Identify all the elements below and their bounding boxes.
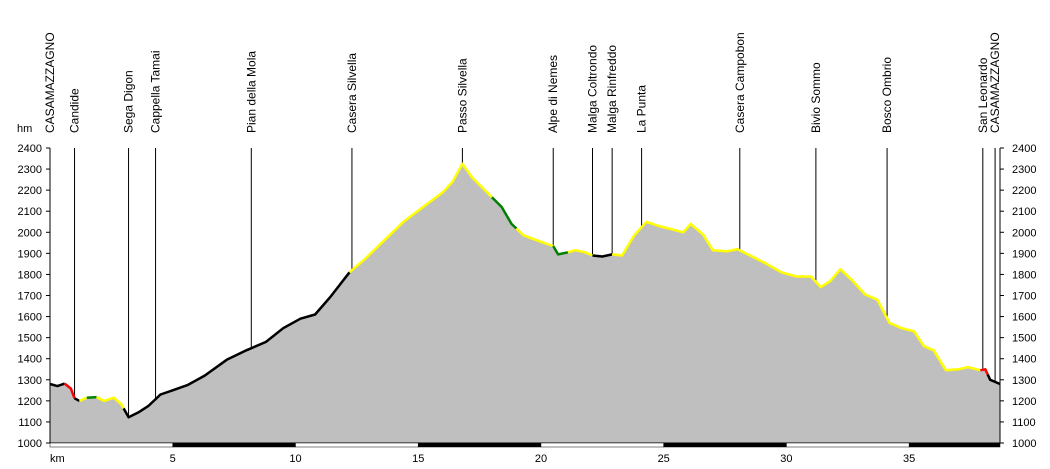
waypoint-label: Malga Coltrondo bbox=[586, 45, 600, 133]
y-axis-right: 1000 1100 1200 1300 1400 1500 1600 1700 1800 1900… bbox=[999, 143, 1036, 450]
y-tick-label: 1500 bbox=[18, 333, 42, 345]
waypoint-labels: CASAMAZZAGNO Candide Sega Digon Cappella Ta… bbox=[43, 32, 1002, 133]
profile-fill bbox=[50, 163, 1000, 444]
profile-segment bbox=[611, 220, 981, 372]
waypoint-label: La Punta bbox=[635, 85, 649, 133]
waypoint-label: Sega Digon bbox=[122, 70, 136, 133]
distance-bar-segment bbox=[172, 442, 296, 448]
waypoint-label: Casera Silvella bbox=[345, 53, 359, 133]
profile-segment bbox=[122, 271, 351, 419]
y-tick-label-right: 2000 bbox=[1012, 227, 1036, 239]
distance-bar-segment bbox=[540, 442, 664, 448]
profile-segment bbox=[49, 382, 66, 388]
distance-bar bbox=[49, 442, 1001, 448]
waypoint-label: Alpe di Nemes bbox=[546, 55, 560, 133]
waypoint-label: Cappella Tamai bbox=[149, 51, 163, 134]
y-tick-label-right: 1300 bbox=[1012, 375, 1036, 387]
y-axis-left: 1000 1100 1200 1300 1400 1500 1600 1700 1800 1900… bbox=[18, 143, 51, 450]
profile-segment bbox=[348, 162, 493, 274]
y-tick-label-right: 1800 bbox=[1012, 269, 1036, 281]
x-tick-label: 25 bbox=[658, 453, 670, 465]
x-axis-unit-label: km bbox=[50, 453, 65, 465]
y-tick-label-right: 2300 bbox=[1012, 164, 1036, 176]
y-tick-label: 1100 bbox=[18, 417, 42, 429]
profile-segment bbox=[86, 395, 97, 399]
profile-segment bbox=[592, 253, 613, 258]
distance-bar-segment bbox=[786, 442, 910, 448]
y-tick-label: 2000 bbox=[18, 227, 42, 239]
waypoint-label: Pian della Mola bbox=[244, 51, 258, 133]
x-tick-label: 10 bbox=[289, 453, 301, 465]
x-tick-label: 30 bbox=[780, 453, 792, 465]
y-tick-label: 1700 bbox=[18, 291, 42, 303]
profile-segment bbox=[552, 245, 569, 256]
profile-segment bbox=[73, 397, 81, 403]
x-tick-label: 35 bbox=[903, 453, 915, 465]
profile-segment bbox=[63, 382, 76, 399]
profile-segment bbox=[986, 373, 1001, 386]
y-tick-label: 1400 bbox=[18, 354, 42, 366]
y-tick-label: 2200 bbox=[18, 185, 42, 197]
y-tick-label: 1800 bbox=[18, 269, 42, 281]
y-tick-label-right: 2100 bbox=[1012, 206, 1036, 218]
y-tick-label-right: 1100 bbox=[1012, 417, 1036, 429]
y-tick-label-right: 1700 bbox=[1012, 291, 1036, 303]
y-tick-label-right: 1900 bbox=[1012, 248, 1036, 260]
distance-bar-segment bbox=[663, 442, 787, 448]
x-tick-label: 20 bbox=[535, 453, 547, 465]
waypoint-label: Bivio Sommo bbox=[809, 62, 823, 133]
waypoint-label: Bosco Ombrio bbox=[880, 57, 894, 133]
profile-segment bbox=[567, 248, 593, 257]
profile-segment bbox=[96, 395, 125, 409]
y-tick-label-right: 1000 bbox=[1012, 438, 1036, 450]
profile-segment bbox=[515, 227, 554, 248]
y-tick-label-right: 2400 bbox=[1012, 143, 1036, 155]
y-tick-label-right: 2200 bbox=[1012, 185, 1036, 197]
y-tick-label-right: 1400 bbox=[1012, 354, 1036, 366]
y-tick-label: 1200 bbox=[18, 396, 42, 408]
y-tick-label: 2300 bbox=[18, 164, 42, 176]
profile-line bbox=[49, 162, 1001, 419]
waypoint-label: CASAMAZZAGNO bbox=[988, 32, 1002, 133]
y-tick-label-right: 1600 bbox=[1012, 312, 1036, 324]
x-tick-label: 5 bbox=[170, 453, 176, 465]
y-tick-label: 1900 bbox=[18, 248, 42, 260]
waypoint-label: CASAMAZZAGNO bbox=[43, 32, 57, 133]
distance-bar-segment bbox=[417, 442, 542, 448]
waypoint-label: San Leonardo bbox=[976, 57, 990, 133]
y-tick-label-right: 1200 bbox=[1012, 396, 1036, 408]
waypoint-lines bbox=[49, 148, 996, 418]
y-tick-label: 2400 bbox=[18, 143, 42, 155]
waypoint-label: Passo Silvella bbox=[455, 58, 469, 133]
x-tick-label: 15 bbox=[412, 453, 424, 465]
distance-bar-segment bbox=[295, 442, 419, 448]
y-tick-label-right: 1500 bbox=[1012, 333, 1036, 345]
distance-bar-segment bbox=[908, 442, 1001, 448]
profile-area bbox=[50, 163, 1000, 444]
waypoint-label: Malga Rinfreddo bbox=[605, 45, 619, 133]
profile-segment bbox=[78, 396, 88, 403]
profile-segment bbox=[491, 196, 518, 230]
y-tick-label: 1600 bbox=[18, 312, 42, 324]
distance-bar-segment bbox=[49, 442, 173, 448]
waypoint-label: Casera Campobon bbox=[733, 32, 747, 133]
y-tick-label: 1300 bbox=[18, 375, 42, 387]
y-tick-label: 2100 bbox=[18, 206, 42, 218]
waypoint-label: Candide bbox=[68, 88, 82, 133]
profile-segment bbox=[980, 368, 989, 376]
y-axis-unit-label: hm bbox=[17, 123, 32, 135]
y-tick-label: 1000 bbox=[18, 438, 42, 450]
